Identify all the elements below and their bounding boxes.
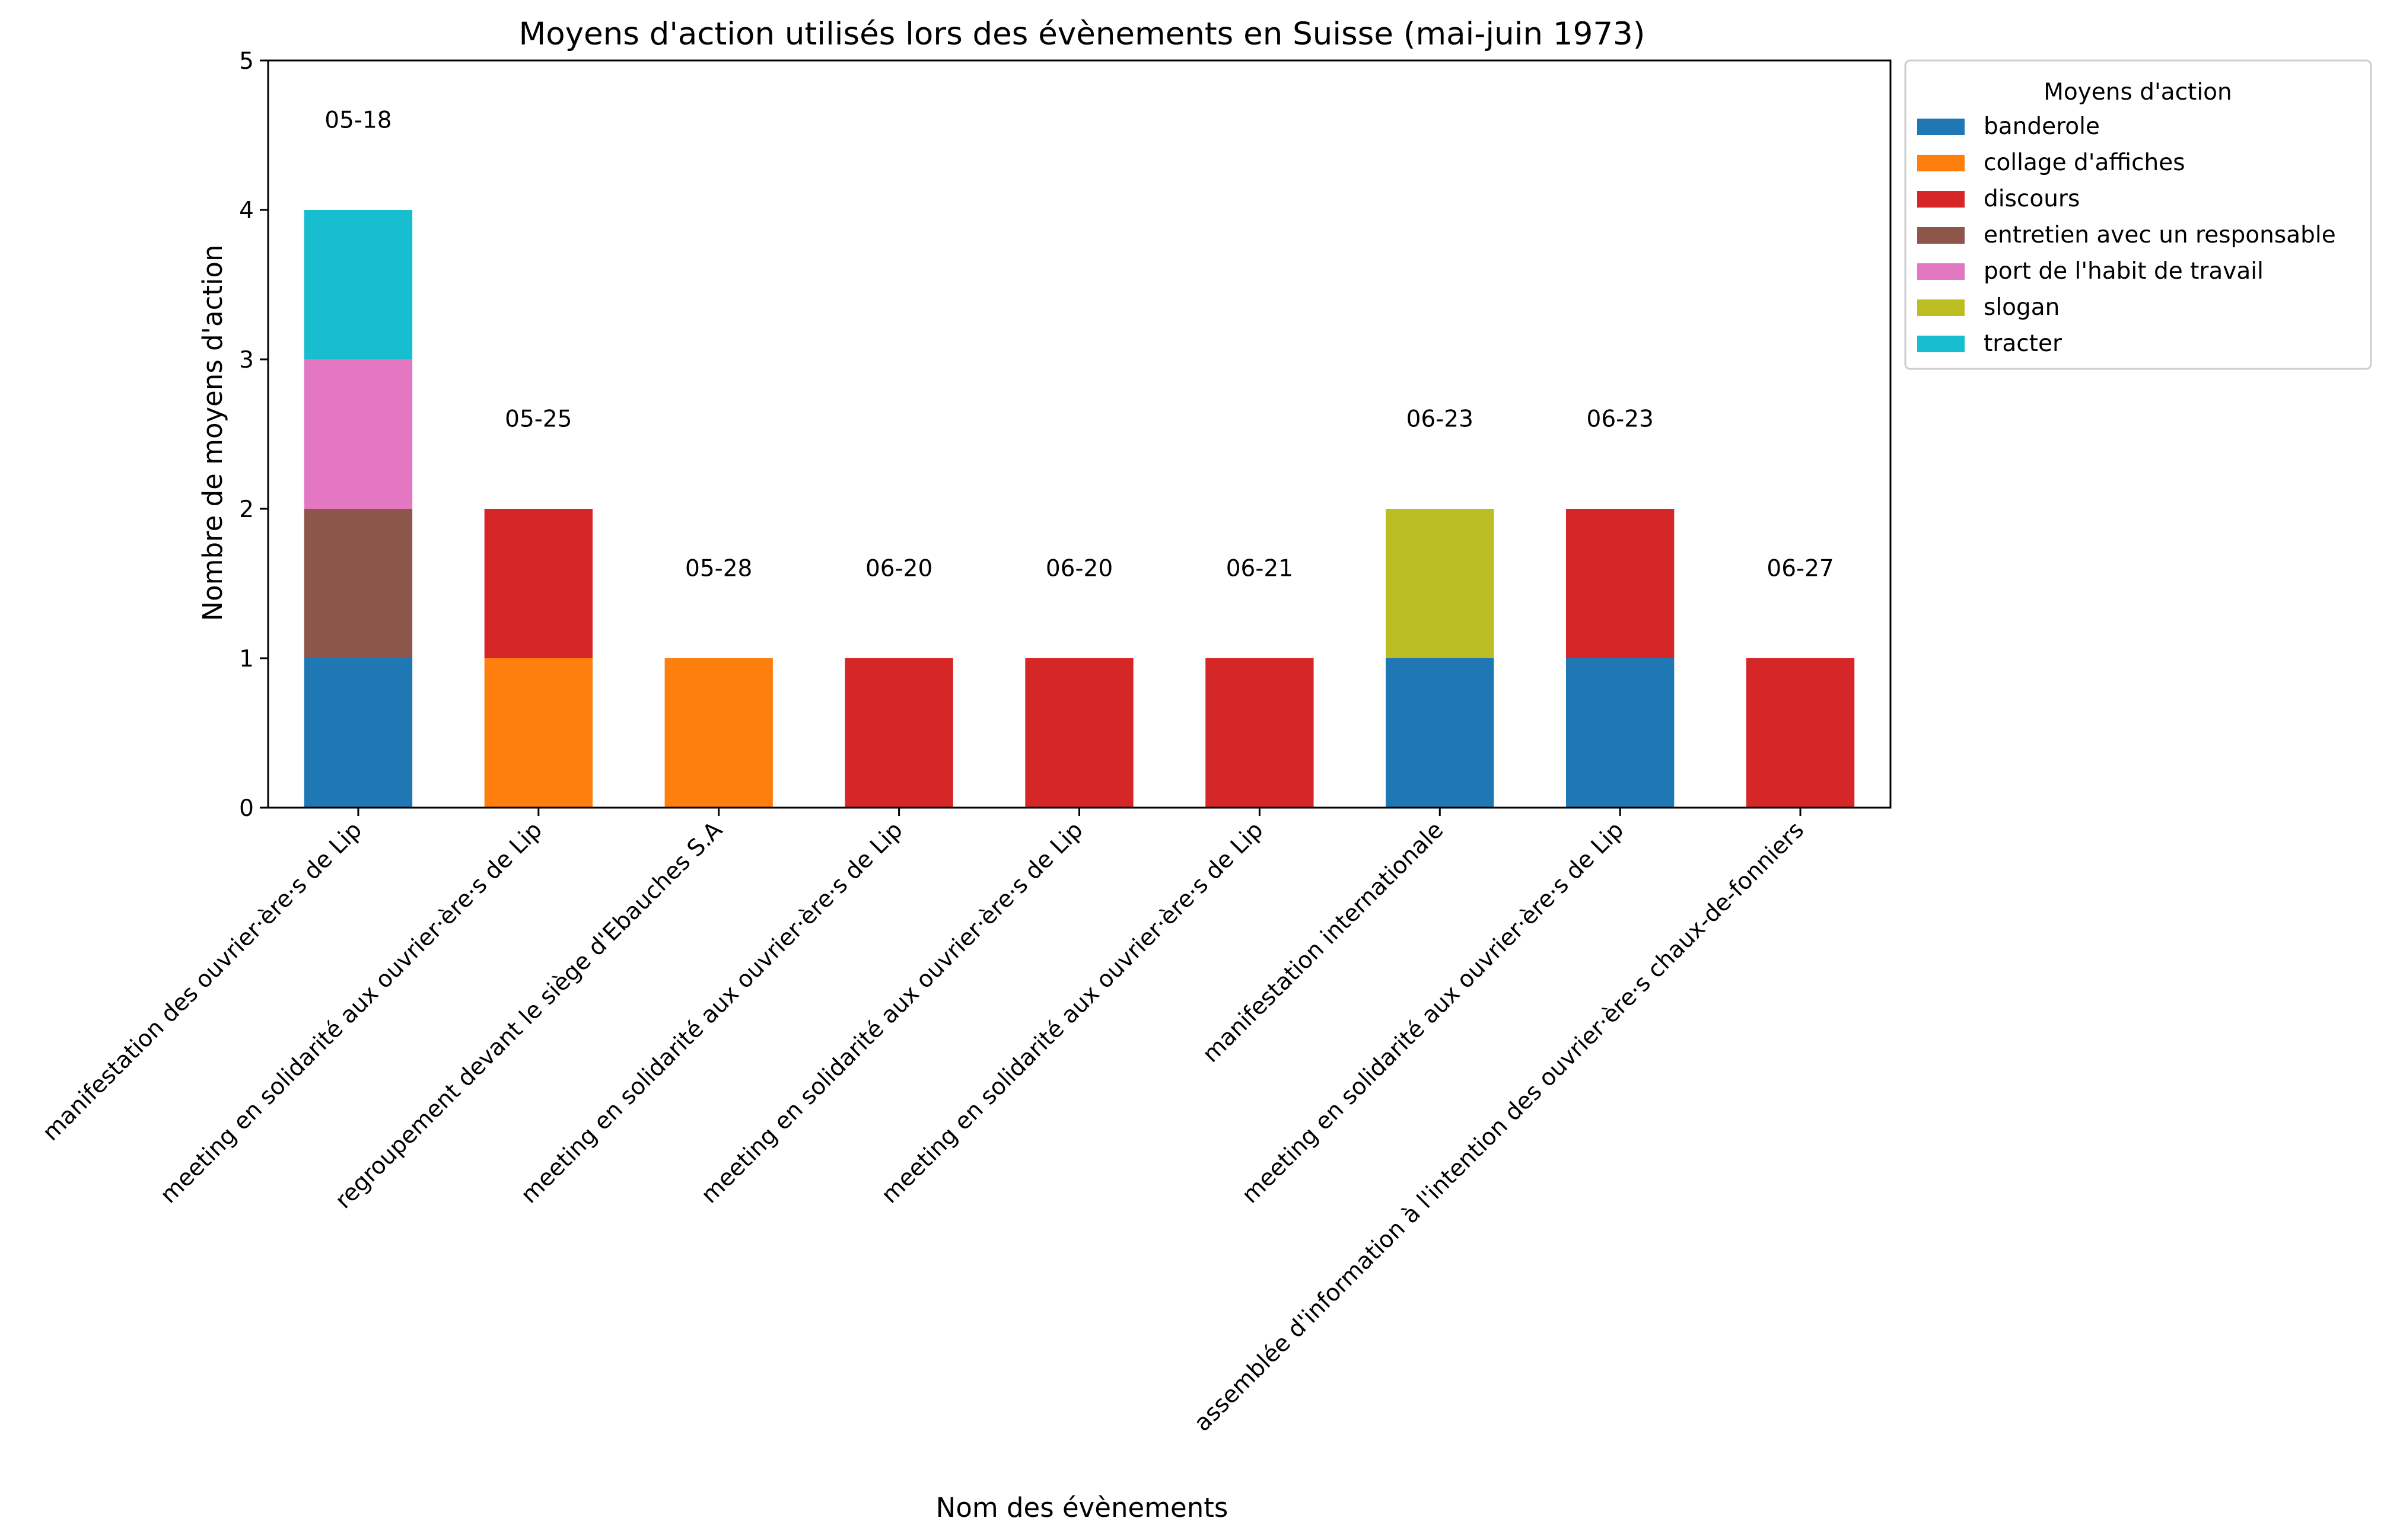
- bar-date-label: 06-20: [1046, 555, 1113, 582]
- bar-date-label: 05-25: [505, 406, 572, 432]
- y-tick-label: 4: [239, 197, 254, 224]
- bar-date-label: 05-28: [685, 555, 752, 582]
- legend-swatch: [1917, 191, 1965, 208]
- bar-segment: [1205, 658, 1314, 808]
- legend-frame: [1904, 59, 2372, 370]
- legend-swatch: [1917, 336, 1965, 352]
- bar-date-label: 06-23: [1587, 406, 1654, 432]
- y-tick-label: 2: [239, 496, 254, 523]
- bar-segment: [304, 658, 413, 808]
- bar-segment: [1386, 658, 1494, 808]
- legend-swatch: [1917, 227, 1965, 244]
- bar-segment: [484, 658, 593, 808]
- bar-segment: [1746, 658, 1855, 808]
- x-axis-label: Nom des évènements: [936, 1492, 1228, 1523]
- bar-segment: [664, 658, 773, 808]
- legend: Moyens d'action banderole collage d'affic…: [1904, 59, 2372, 370]
- bar-segment: [484, 509, 593, 658]
- bar-segment: [304, 359, 413, 509]
- legend-swatch: [1917, 263, 1965, 280]
- legend-swatch: [1917, 155, 1965, 171]
- legend-swatch: [1917, 299, 1965, 316]
- legend-label: tracter: [1984, 330, 2062, 357]
- legend-label: banderole: [1984, 113, 2100, 140]
- bar-segment: [1566, 658, 1675, 808]
- bar-date-label: 06-21: [1226, 555, 1293, 582]
- bar-date-label: 05-18: [324, 107, 392, 133]
- bar-segment: [1025, 658, 1134, 808]
- y-tick-label: 3: [239, 347, 254, 374]
- legend-label: entretien avec un responsable: [1984, 222, 2336, 248]
- bar-segment: [304, 210, 413, 359]
- bar-segment: [1386, 509, 1494, 658]
- bar-segment: [845, 658, 953, 808]
- y-tick-label: 5: [239, 48, 254, 75]
- legend-swatch: [1917, 119, 1965, 135]
- legend-label: discours: [1984, 186, 2080, 212]
- y-tick-label: 1: [239, 646, 254, 672]
- y-tick-label: 0: [239, 795, 254, 822]
- legend-title: Moyens d'action: [2044, 79, 2232, 106]
- chart-title: Moyens d'action utilisés lors des évènem…: [519, 16, 1645, 52]
- legend-entries: banderole collage d'affiches discours entre…: [1917, 113, 2336, 357]
- bar-segment: [1566, 509, 1675, 658]
- bar-date-label: 06-23: [1406, 406, 1473, 432]
- bar-date-label: 06-20: [865, 555, 932, 582]
- legend-label: slogan: [1984, 294, 2060, 321]
- y-axis-label: Nombre de moyens d'action: [197, 244, 228, 621]
- bar-date-label: 06-27: [1766, 555, 1834, 582]
- legend-label: port de l'habit de travail: [1984, 258, 2264, 285]
- legend-label: collage d'affiches: [1984, 149, 2185, 176]
- bar-segment: [304, 509, 413, 658]
